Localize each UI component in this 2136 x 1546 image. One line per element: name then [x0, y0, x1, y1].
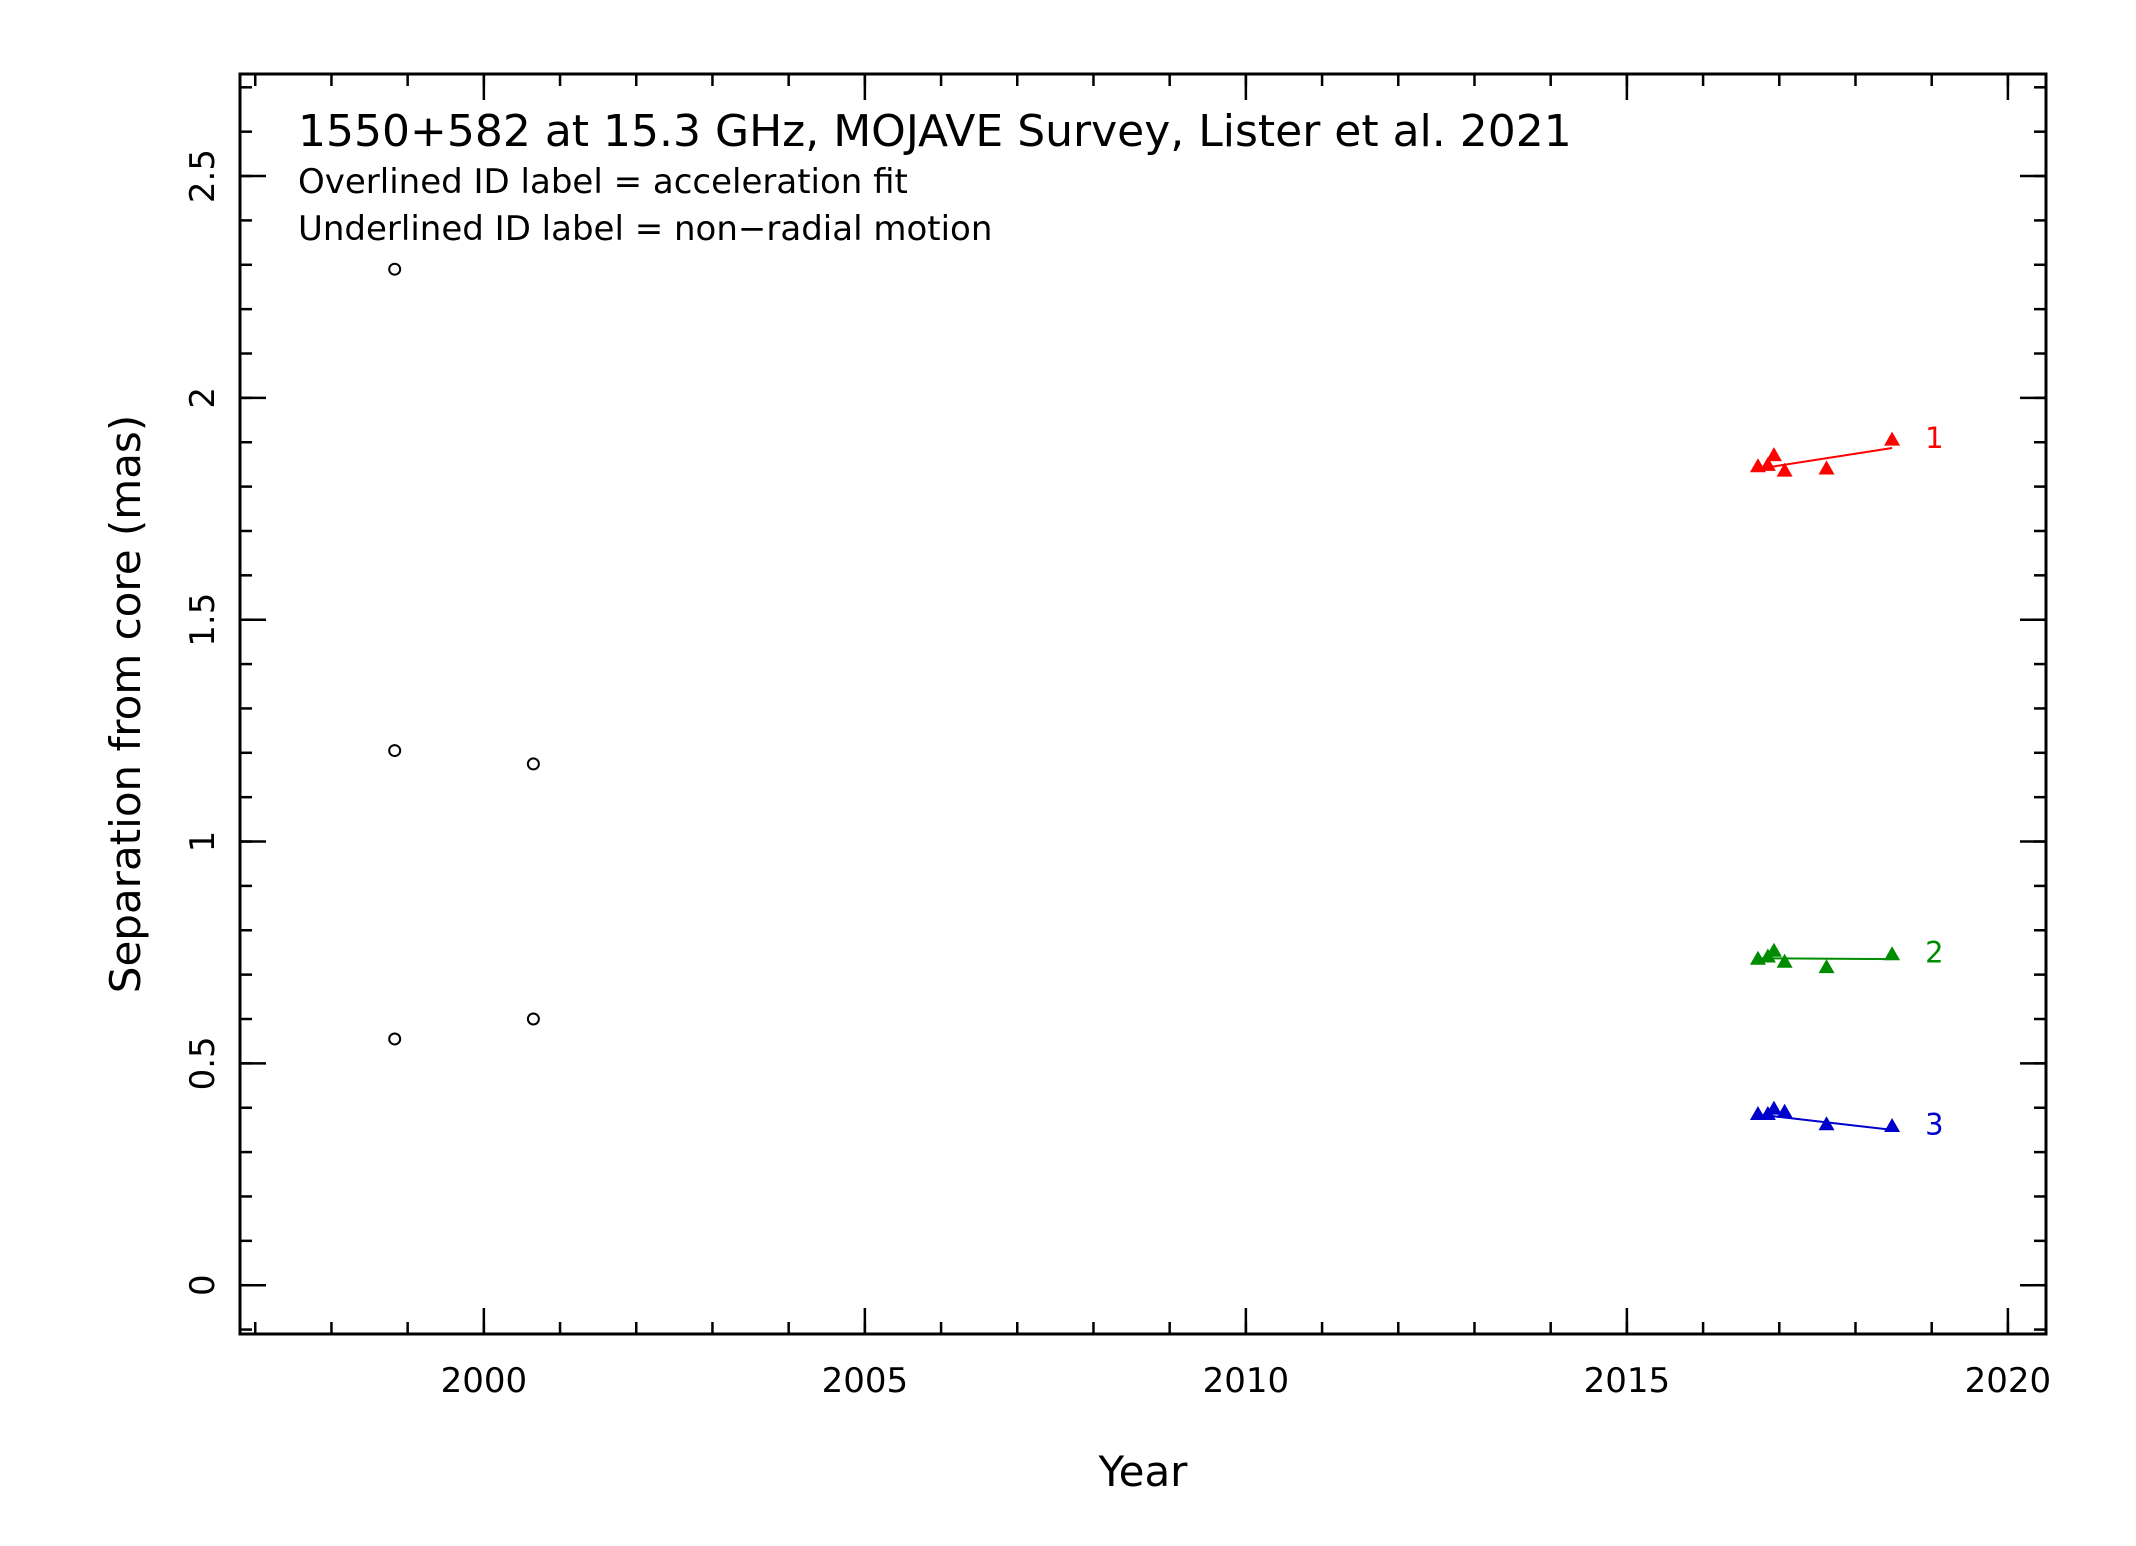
series-2-point — [1884, 946, 1901, 961]
chart-note-acceleration: Overlined ID label = acceleration fit — [298, 162, 908, 202]
series-3-point — [1818, 1116, 1835, 1131]
series-2-point — [1776, 953, 1793, 968]
series-1-id-label: 1 — [1925, 421, 1943, 455]
series-2-fit-line — [1757, 957, 1893, 961]
unassigned-component-point — [388, 1032, 402, 1046]
y-tick-label: 1 — [183, 831, 223, 853]
series-3-id-label: 3 — [1925, 1107, 1943, 1141]
y-axis-title: Separation from core (mas) — [101, 415, 150, 993]
axis-tick-labels: 2000 2005 2010 2015 2020 0 0.5 1 1.5 2 2.5 — [183, 149, 2051, 1401]
series-3-point — [1765, 1100, 1782, 1115]
y-tick-label: 2 — [183, 387, 223, 409]
chart-note-nonradial: Underlined ID label = non−radial motion — [298, 209, 992, 249]
series-3-point — [1884, 1117, 1901, 1132]
series-1-point — [1765, 447, 1782, 462]
chart-title: 1550+582 at 15.3 GHz, MOJAVE Survey, Lis… — [298, 106, 1572, 157]
x-tick-label: 2010 — [1203, 1361, 1290, 1401]
x-tick-label: 2015 — [1584, 1361, 1671, 1401]
series-2-point — [1765, 942, 1782, 957]
unassigned-component-point — [388, 744, 402, 758]
series-2-id-label: 2 — [1925, 936, 1943, 970]
axis-ticks — [240, 74, 2046, 1334]
x-axis-title: Year — [1098, 1447, 1189, 1496]
y-tick-label: 1.5 — [183, 593, 223, 647]
unassigned-component-point — [526, 757, 540, 771]
data-marks: 1 2 3 — [388, 262, 1944, 1141]
y-tick-label: 0 — [183, 1274, 223, 1296]
plot-frame — [238, 72, 2048, 1336]
y-tick-label: 2.5 — [183, 149, 223, 203]
x-tick-label: 2005 — [822, 1361, 909, 1401]
series-1-point — [1884, 431, 1901, 446]
x-tick-label: 2000 — [441, 1361, 528, 1401]
series-1-fit-line — [1757, 447, 1893, 470]
series-2-point — [1818, 959, 1835, 974]
series-1-point — [1776, 462, 1793, 477]
series-1-point — [1818, 460, 1835, 475]
unassigned-component-point — [526, 1012, 540, 1026]
x-tick-label: 2020 — [1965, 1361, 2052, 1401]
unassigned-component-point — [388, 262, 402, 276]
series-1-point — [1759, 456, 1776, 471]
y-tick-label: 0.5 — [183, 1036, 223, 1090]
series-3-point — [1776, 1103, 1793, 1118]
